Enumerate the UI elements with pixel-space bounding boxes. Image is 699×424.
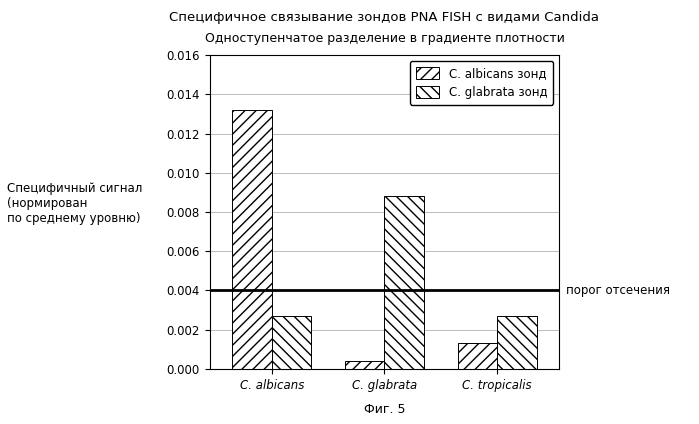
- Bar: [232, 110, 272, 369]
- Bar: [458, 343, 497, 369]
- Bar: [272, 316, 311, 369]
- Text: Фиг. 5: Фиг. 5: [363, 402, 405, 416]
- Text: порог отсечения: порог отсечения: [566, 284, 670, 297]
- Bar: [384, 196, 424, 369]
- Legend: C. albicans зонд, C. glabrata зонд: C. albicans зонд, C. glabrata зонд: [410, 61, 554, 105]
- Text: Специфичное связывание зондов PNA FISH с видами Candida: Специфичное связывание зондов PNA FISH с…: [169, 11, 600, 24]
- Bar: [345, 361, 384, 369]
- Text: Специфичный сигнал
(нормирован
по среднему уровню): Специфичный сигнал (нормирован по средне…: [7, 182, 143, 225]
- Bar: [497, 316, 537, 369]
- Text: Одноступенчатое разделение в градиенте плотности: Одноступенчатое разделение в градиенте п…: [205, 32, 564, 45]
